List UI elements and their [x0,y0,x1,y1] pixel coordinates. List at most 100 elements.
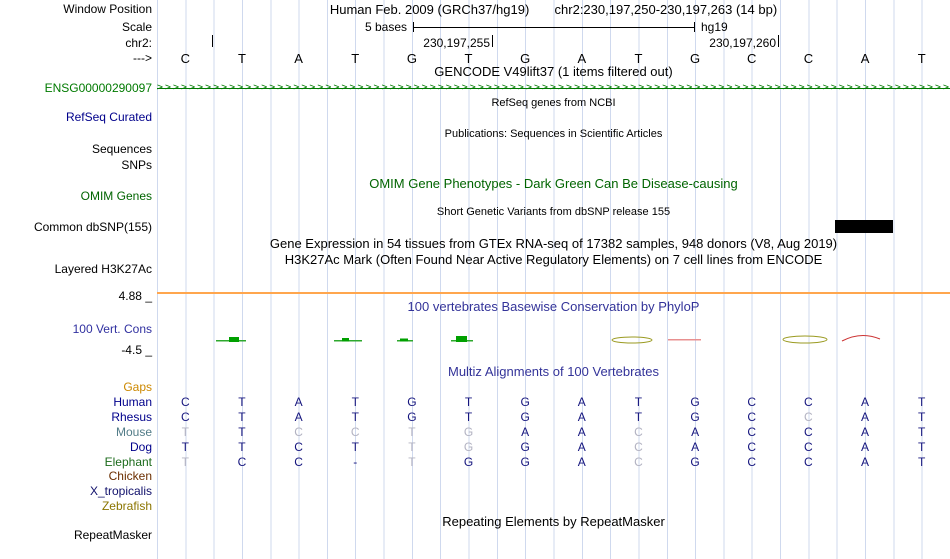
aln-base-elephant-2: C [294,454,303,469]
dbsnp-track-title[interactable]: Short Genetic Variants from dbSNP releas… [436,206,671,218]
ref-base-3: T [351,51,360,66]
aln-base-mouse-7: A [577,424,586,439]
ref-base-6: G [520,51,531,66]
aln-base-elephant-8: C [634,454,643,469]
scale-bar-right-tick [694,22,695,32]
aln-base-mouse-2: C [294,424,303,439]
ref-base-1: T [237,51,246,66]
base-position-gridlines [157,0,950,559]
aln-base-elephant-7: A [577,454,586,469]
position-range: chr2:230,197,250-230,197,263 (14 bp) [554,2,778,17]
species-label-elephant[interactable]: Elephant [104,454,152,469]
species-label-chicken[interactable]: Chicken [108,469,152,484]
phylop-min-value: -4.5 _ [121,343,152,357]
aln-base-mouse-0: T [181,424,189,439]
aln-base-elephant-12: A [861,454,870,469]
ruler-label-1: 230,197,255 [423,36,490,50]
aln-base-mouse-5: G [463,424,474,439]
aln-base-elephant-6: G [520,454,530,469]
species-label-dog[interactable]: Dog [129,439,152,454]
aln-base-rhesus-2: A [294,409,303,424]
assembly-name: Human Feb. 2009 (GRCh37/hg19) [329,2,530,17]
aln-base-human-7: A [577,394,586,409]
ref-base-13: T [917,51,926,66]
window-position-label: Window Position [63,2,152,16]
ref-base-10: C [747,51,757,66]
aln-base-rhesus-3: T [351,409,359,424]
aln-base-human-3: T [351,394,359,409]
aln-base-human-4: G [407,394,417,409]
refseq-track-title[interactable]: RefSeq genes from NCBI [491,97,616,109]
species-label-rhesus[interactable]: Rhesus [111,409,152,424]
aln-base-rhesus-8: T [634,409,643,424]
aln-base-mouse-1: T [238,424,246,439]
h3k27ac-track-title[interactable]: H3K27Ac Mark (Often Found Near Active Re… [284,252,823,267]
aln-base-dog-7: A [577,439,586,454]
multiz-track-title[interactable]: Multiz Alignments of 100 Vertebrates [447,364,659,379]
dbsnp-variant-box[interactable] [835,220,893,233]
aln-base-elephant-9: G [690,454,700,469]
phylop-track-title[interactable]: 100 vertebrates Basewise Conservation by… [407,299,700,314]
aln-base-elephant-4: T [408,454,416,469]
aln-base-dog-9: A [691,439,700,454]
species-label-gaps[interactable]: Gaps [123,380,152,394]
ref-base-12: A [860,51,870,66]
aln-base-elephant-11: C [804,454,813,469]
genome-name: hg19 [701,20,728,34]
aln-base-dog-8: C [634,439,643,454]
ref-base-8: T [634,51,643,66]
dbsnp-label[interactable]: Common dbSNP(155) [33,220,152,234]
scale-value: 5 bases [364,20,407,34]
repeatmasker-track-title[interactable]: Repeating Elements by RepeatMasker [442,514,665,529]
snps-label[interactable]: SNPs [121,158,152,172]
aln-base-human-1: T [238,394,246,409]
aln-base-mouse-13: T [918,424,926,439]
aln-base-rhesus-11: C [804,409,813,424]
aln-base-dog-3: T [351,439,359,454]
aln-base-human-11: C [804,394,813,409]
species-label-zebrafish[interactable]: Zebrafish [101,499,152,514]
aln-base-human-0: C [180,394,190,409]
sequences-label[interactable]: Sequences [91,142,152,156]
species-label-x_tropicalis[interactable]: X_tropicalis [89,484,152,499]
aln-base-rhesus-7: A [577,409,586,424]
species-label-human[interactable]: Human [113,394,152,409]
strand-label: ---> [133,51,152,65]
ruler-tick [778,35,779,47]
gencode-transcript-arrows[interactable]: >>>>>>>>>>>>>>>>>>>>>>>>>>>>>>>>>>>>>>>>… [157,82,950,93]
refseq-curated-label[interactable]: RefSeq Curated [65,110,152,124]
aln-base-dog-11: C [804,439,813,454]
phylop-label[interactable]: 100 Vert. Cons [72,322,152,336]
aln-base-elephant-1: C [237,454,247,469]
aln-base-mouse-6: A [521,424,530,439]
chrom-label: chr2: [125,36,152,50]
aln-base-elephant-5: G [463,454,474,469]
aln-base-human-5: T [464,394,473,409]
aln-base-dog-12: A [861,439,870,454]
ref-base-4: G [406,51,417,66]
gencode-transcript-line [157,88,950,89]
ref-base-7: A [577,51,587,66]
aln-base-mouse-10: C [747,424,757,439]
aln-base-mouse-8: C [634,424,643,439]
ruler-label-2: 230,197,260 [709,36,776,50]
publications-track-title[interactable]: Publications: Sequences in Scientific Ar… [444,128,663,140]
aln-base-rhesus-9: G [690,409,700,424]
aln-base-rhesus-0: C [180,409,190,424]
aln-base-rhesus-1: T [238,409,246,424]
species-label-mouse[interactable]: Mouse [115,424,152,439]
gencode-item-label[interactable]: ENSG00000290097 [44,81,152,95]
phylop-max-value: 4.88 _ [118,289,152,303]
ref-base-2: A [294,51,303,66]
aln-base-mouse-11: C [804,424,813,439]
repeatmasker-label[interactable]: RepeatMasker [73,528,152,542]
h3k27ac-label[interactable]: Layered H3K27Ac [54,262,152,276]
scale-bar-left-tick [413,22,414,32]
gencode-track-title[interactable]: GENCODE V49lift37 (1 items filtered out) [434,64,673,79]
scale-label: Scale [121,20,152,34]
gtex-track-title[interactable]: Gene Expression in 54 tissues from GTEx … [269,236,838,251]
aln-base-rhesus-5: T [464,409,473,424]
omim-genes-label[interactable]: OMIM Genes [80,189,152,203]
omim-track-title[interactable]: OMIM Gene Phenotypes - Dark Green Can Be… [369,176,738,191]
aln-base-mouse-3: C [350,424,360,439]
